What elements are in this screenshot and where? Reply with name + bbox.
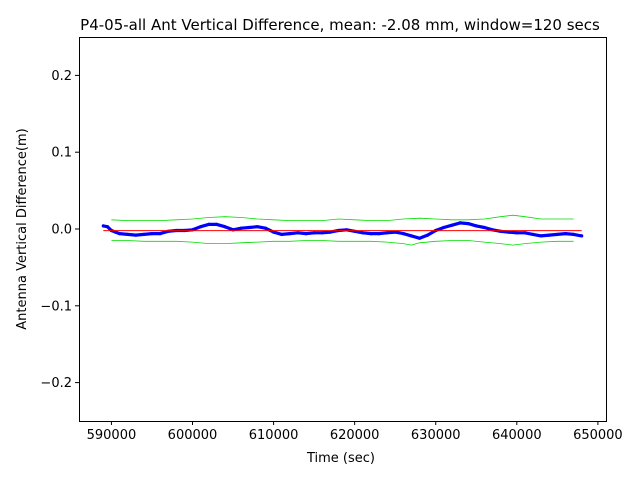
data-point (304, 232, 308, 236)
data-point (134, 233, 138, 237)
data-point (385, 231, 389, 235)
data-point (105, 225, 109, 229)
x-axis-label: Time (sec) (306, 451, 375, 466)
data-point (223, 225, 227, 229)
data-point (515, 231, 519, 235)
data-point (401, 232, 405, 236)
data-point (531, 232, 535, 236)
data-point (580, 234, 584, 238)
data-point (207, 222, 211, 226)
data-point (361, 231, 365, 235)
data-point (393, 230, 397, 234)
data-point (117, 232, 122, 236)
data-point (426, 233, 430, 237)
data-point (409, 234, 413, 238)
y-tick-label: −0.2 (40, 376, 72, 391)
data-point (450, 223, 454, 227)
envelope-lower-line (111, 240, 574, 246)
data-point (572, 232, 576, 236)
data-point (113, 230, 118, 234)
chart-title: P4-05-all Ant Vertical Difference, mean:… (80, 16, 600, 34)
data-point (377, 232, 381, 236)
plot-area (101, 214, 584, 246)
data-point (474, 224, 478, 228)
plot-frame (79, 37, 607, 422)
data-point (247, 225, 251, 230)
data-point (272, 230, 276, 234)
y-axis-label: Antenna Vertical Difference(m) (15, 128, 30, 329)
data-point (296, 231, 300, 235)
data-point (555, 232, 560, 236)
x-tick-label: 650000 (573, 428, 623, 443)
x-tick-label: 590000 (87, 428, 137, 443)
data-point (215, 222, 219, 226)
data-point (158, 232, 162, 236)
data-point (507, 230, 511, 234)
data-point (255, 225, 259, 229)
y-tick-label: −0.1 (40, 299, 72, 314)
x-tick-label: 630000 (411, 428, 461, 443)
data-point (280, 232, 284, 236)
data-point (288, 232, 292, 236)
data-point (442, 225, 446, 230)
data-point (539, 234, 543, 238)
data-point (417, 236, 422, 240)
data-point (369, 232, 373, 236)
data-point (328, 230, 332, 234)
x-tick-label: 640000 (492, 428, 542, 443)
data-point (199, 225, 203, 229)
data-point (312, 231, 316, 235)
data-point (239, 226, 243, 230)
data-point (523, 231, 527, 235)
data-point (263, 226, 268, 230)
envelope-upper-line (111, 214, 574, 222)
data-point (458, 221, 462, 225)
x-tick-label: 610000 (249, 428, 299, 443)
x-tick-label: 620000 (330, 428, 380, 443)
y-tick-label: 0.2 (51, 69, 72, 84)
y-tick-label: 0.1 (51, 146, 72, 161)
data-point (101, 224, 105, 228)
data-point (482, 225, 486, 230)
data-point (563, 232, 568, 236)
data-point (142, 232, 146, 236)
data-point (150, 232, 154, 236)
data-point (547, 233, 551, 237)
axis-ticks: 590000 600000 610000 620000 630000 640000 6500… (40, 69, 622, 443)
data-point (126, 232, 130, 236)
y-tick-label: 0.0 (51, 223, 72, 238)
data-point (320, 231, 324, 235)
data-point (466, 222, 470, 226)
x-tick-label: 600000 (168, 428, 218, 443)
